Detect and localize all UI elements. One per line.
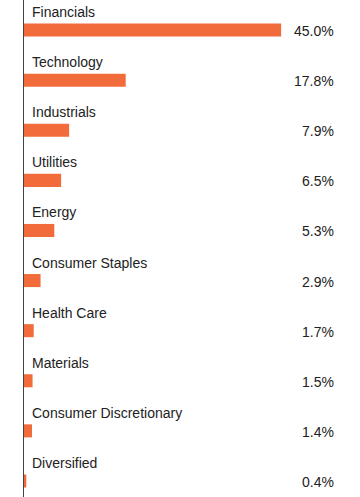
svg-text:Materials: Materials xyxy=(32,355,89,371)
svg-text:Consumer Staples: Consumer Staples xyxy=(32,255,147,271)
svg-text:Financials: Financials xyxy=(32,4,95,20)
svg-text:0.4%: 0.4% xyxy=(302,474,334,490)
svg-text:Diversified: Diversified xyxy=(32,455,97,471)
svg-text:Industrials: Industrials xyxy=(32,104,96,120)
svg-text:Consumer Discretionary: Consumer Discretionary xyxy=(32,405,182,421)
svg-text:2.9%: 2.9% xyxy=(302,274,334,290)
svg-text:Utilities: Utilities xyxy=(32,154,77,170)
svg-text:Energy: Energy xyxy=(32,204,76,220)
svg-text:6.5%: 6.5% xyxy=(302,173,334,189)
svg-text:5.3%: 5.3% xyxy=(302,223,334,239)
svg-text:Health Care: Health Care xyxy=(32,305,107,321)
svg-text:1.4%: 1.4% xyxy=(302,424,334,440)
svg-text:45.0%: 45.0% xyxy=(294,23,334,39)
svg-text:17.8%: 17.8% xyxy=(294,73,334,89)
svg-text:1.7%: 1.7% xyxy=(302,324,334,340)
svg-text:1.5%: 1.5% xyxy=(302,374,334,390)
svg-text:7.9%: 7.9% xyxy=(302,123,334,139)
svg-text:Technology: Technology xyxy=(32,54,103,70)
